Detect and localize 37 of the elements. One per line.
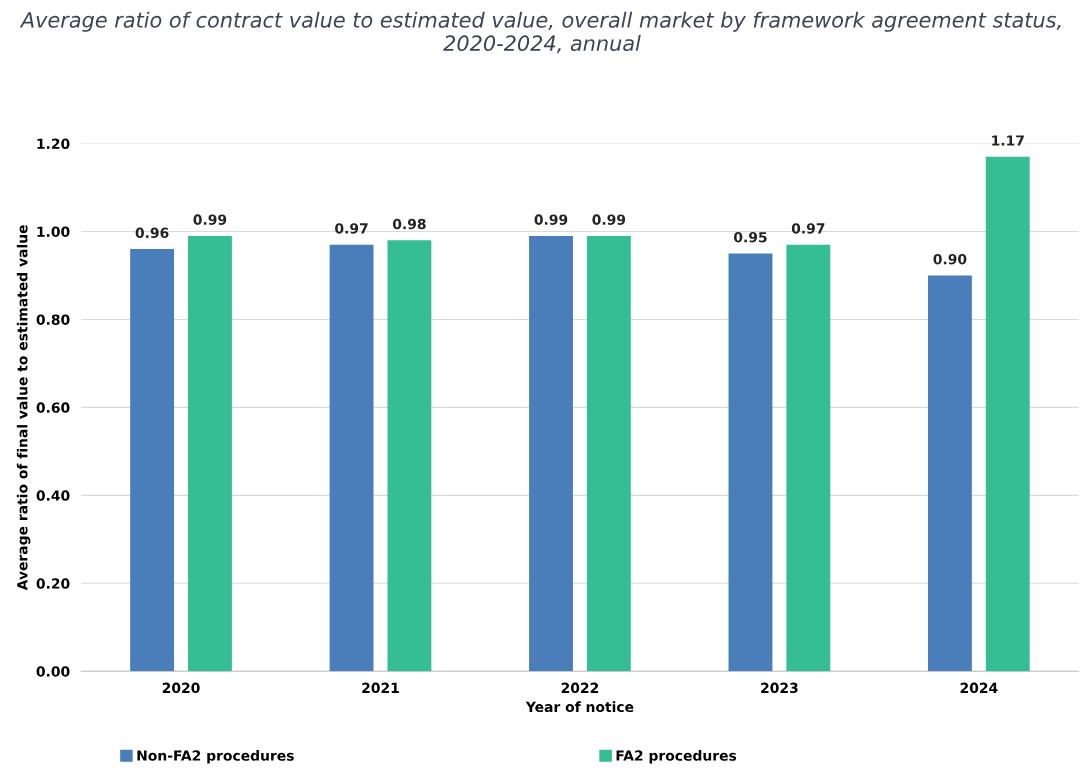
data-label: 0.99 <box>592 214 626 225</box>
y-tick-label: 0.60 <box>36 402 70 413</box>
data-label: 0.90 <box>933 253 967 265</box>
legend-label: FA2 procedures <box>616 750 737 764</box>
bar <box>529 235 573 672</box>
y-tick-label: 0.40 <box>36 490 70 501</box>
y-tick-label: 1.00 <box>37 226 70 237</box>
data-label: 0.96 <box>135 227 169 239</box>
bar <box>329 244 374 672</box>
y-axis-title: Average ratio of final value to estimated value <box>16 225 31 591</box>
y-tick-label: 0.20 <box>36 578 70 589</box>
data-label: 0.99 <box>534 214 568 225</box>
bar <box>586 235 631 672</box>
x-tick-label: 2020 <box>162 682 200 694</box>
x-tick-label: 2021 <box>362 682 399 694</box>
data-label: 0.97 <box>335 223 368 234</box>
legend-label: Non-FA2 procedures <box>137 750 294 764</box>
data-label: 1.17 <box>992 135 1024 146</box>
data-label: 0.98 <box>392 218 426 230</box>
y-tick-label: 0.00 <box>36 666 70 677</box>
bar <box>786 244 831 672</box>
y-tick-label: 1.20 <box>37 138 70 150</box>
bar <box>728 253 773 672</box>
data-label: 0.97 <box>791 223 825 234</box>
x-tick-label: 2023 <box>761 682 798 694</box>
data-label: 0.99 <box>193 214 227 225</box>
x-tick-label: 2022 <box>561 682 599 694</box>
bar <box>188 235 232 672</box>
bar <box>130 249 175 672</box>
bar <box>387 240 432 672</box>
chart-title: Average ratio of contract value to estimated value, overall market by framework agreement status, 2020-2024, annual <box>19 11 1061 54</box>
data-label: 0.95 <box>734 231 767 243</box>
bar <box>927 275 972 672</box>
bar <box>985 156 1030 672</box>
x-tick-label: 2024 <box>960 682 998 694</box>
x-axis-title: Year of notice <box>525 701 634 713</box>
y-tick-label: 0.80 <box>36 314 70 325</box>
